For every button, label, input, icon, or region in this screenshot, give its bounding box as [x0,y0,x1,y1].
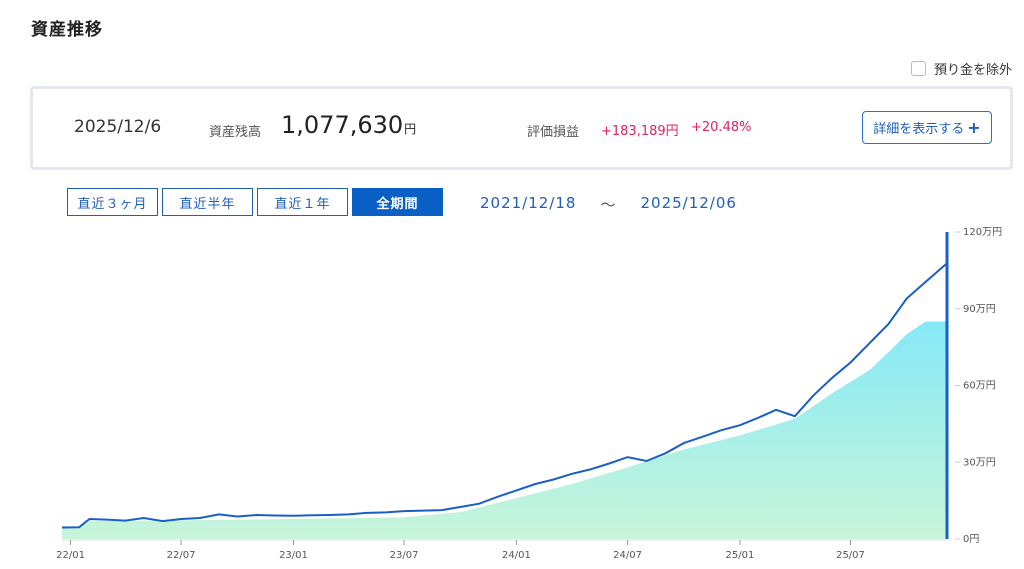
x-tick-label: 22/07 [167,550,196,561]
valuation-line [61,262,948,529]
balance-label: 資産残高 [209,125,262,140]
y-tick-label: 60万円 [963,381,996,392]
x-tick-label: 24/07 [613,550,642,561]
x-tick-label: 25/07 [836,550,865,561]
show-details-label: 詳細を表示する [873,122,965,137]
summary-date: 2025/12/6 [74,117,162,137]
period-1year-button[interactable]: 直近１年 [257,188,348,216]
balance-value: 1,077,630 [281,111,404,139]
date-range: 2021/12/18 ～ 2025/12/06 [480,194,737,215]
x-tick-label: 23/07 [390,550,419,561]
balance-unit: 円 [404,122,417,136]
y-axis-ticks: 0円 30万円 60万円 90万円 120万円 [963,227,1002,545]
x-axis-ticks: 22/01 22/07 23/01 23/07 24/01 24/07 25/01 25/07 [56,539,947,561]
x-tick-label: 23/01 [279,550,308,561]
range-start: 2021/12/18 [480,194,577,212]
y-tick-label: 0円 [963,534,979,545]
asset-summary-panel: 2025/12/6 資産残高 1,077,630円 評価損益 +183,189円… [30,86,1013,170]
profit-loss-percent: +20.48% [691,120,752,135]
period-selector: 直近３ヶ月 直近半年 直近１年 全期間 [67,188,447,216]
x-tick-label: 22/01 [56,550,85,561]
grid-layer [955,231,960,540]
range-end: 2025/12/06 [640,194,737,212]
y-tick-label: 90万円 [963,304,996,315]
plus-icon: + [967,118,981,137]
profit-loss-label: 評価損益 [527,125,580,140]
period-all-button[interactable]: 全期間 [352,188,443,216]
exclude-deposit-checkbox[interactable] [910,61,926,76]
period-6months-button[interactable]: 直近半年 [162,188,253,216]
balance-value-wrap: 1,077,630円 [281,111,416,139]
exclude-deposit-label: 預り金を除外 [933,63,1012,78]
x-tick-label: 24/01 [502,550,531,561]
invested-area [62,321,947,539]
range-separator: ～ [600,196,617,214]
x-tick-label: 25/01 [726,550,755,561]
exclude-deposit-toggle[interactable]: 預り金を除外 [910,59,1012,78]
y-tick-label: 30万円 [963,457,996,468]
show-details-button[interactable]: 詳細を表示する + [862,111,992,144]
profit-loss-amount: +183,189円 [601,124,679,139]
y-tick-label: 120万円 [963,227,1002,238]
period-3months-button[interactable]: 直近３ヶ月 [67,188,158,216]
page-title: 資産推移 [31,20,103,40]
